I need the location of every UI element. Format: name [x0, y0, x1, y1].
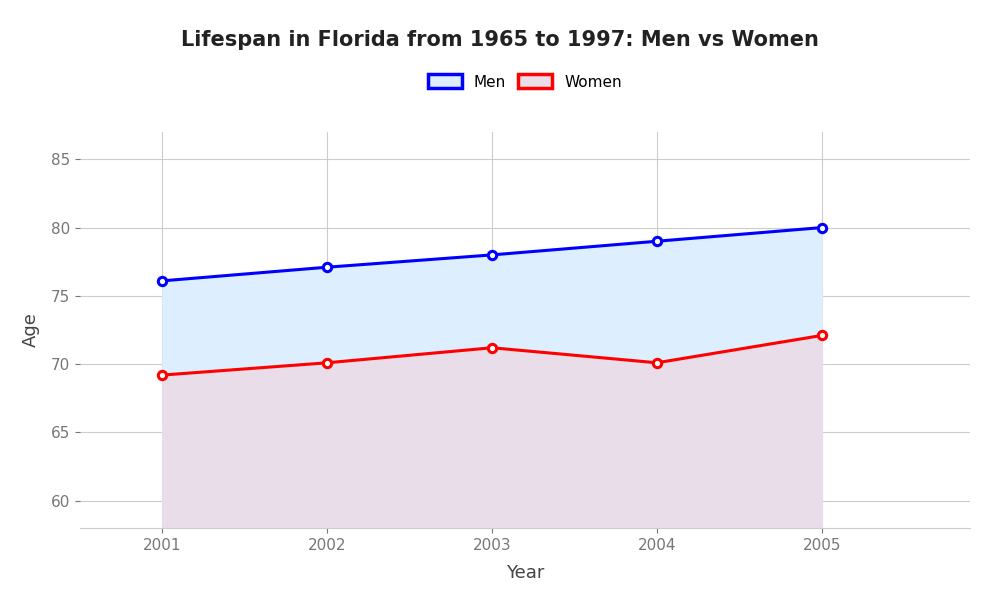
Legend: Men, Women: Men, Women	[422, 68, 628, 95]
Y-axis label: Age: Age	[22, 313, 40, 347]
Text: Lifespan in Florida from 1965 to 1997: Men vs Women: Lifespan in Florida from 1965 to 1997: M…	[181, 30, 819, 50]
X-axis label: Year: Year	[506, 564, 544, 582]
